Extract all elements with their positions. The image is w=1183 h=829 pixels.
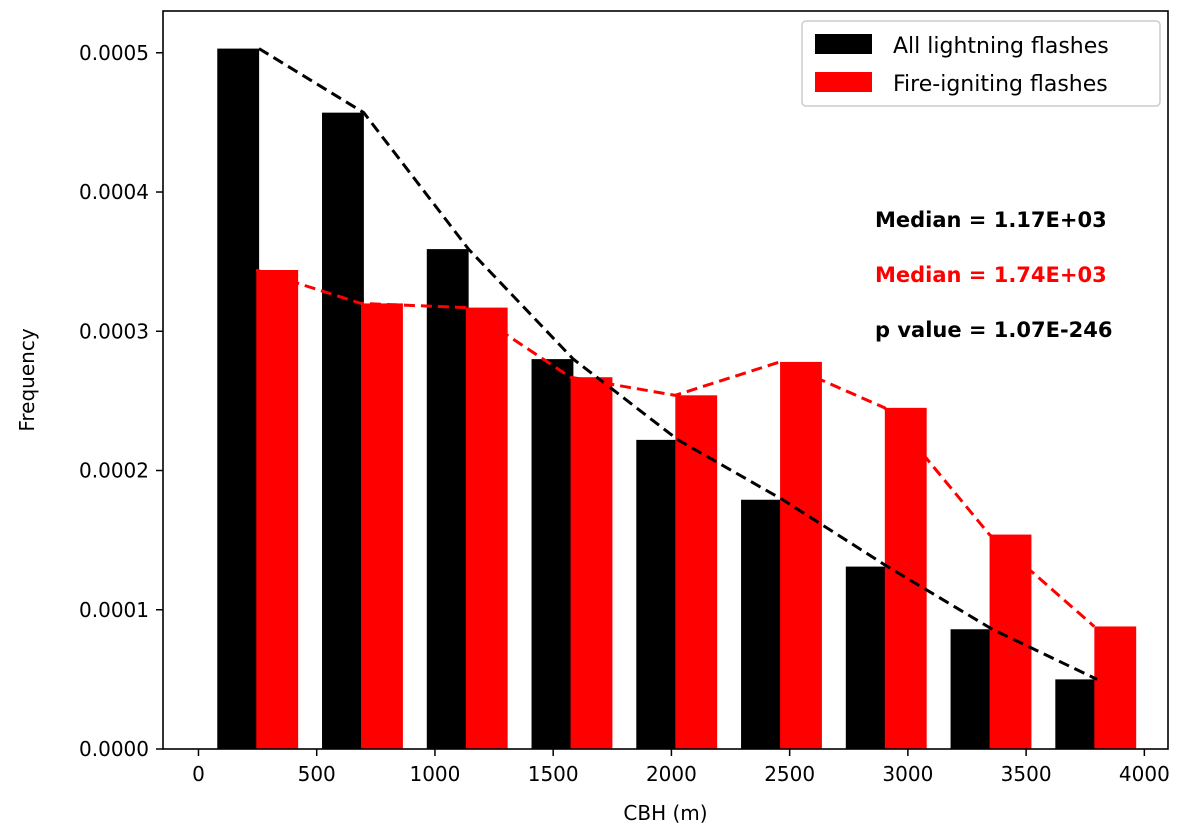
y-tick-label: 0.0002 <box>79 459 149 483</box>
annotation-text: Median = 1.17E+03 <box>875 208 1107 232</box>
trend-lines-layer <box>255 47 1098 681</box>
y-tick-label: 0.0001 <box>79 598 149 622</box>
bar-fire-igniting-6 <box>884 407 927 749</box>
bar-all-flashes-0 <box>217 48 260 749</box>
bar-all-flashes-7 <box>950 629 993 749</box>
annotations: Median = 1.17E+03 Median = 1.74E+03 p valu… <box>875 208 1113 342</box>
x-tick-label: 3000 <box>882 762 933 786</box>
bar-all-flashes-8 <box>1055 679 1098 749</box>
annotation-text: p value = 1.07E-246 <box>875 318 1113 342</box>
bar-all-flashes-3 <box>531 359 574 749</box>
x-tick-label: 500 <box>298 762 336 786</box>
legend-swatch <box>815 34 872 54</box>
x-tick-label: 1500 <box>528 762 579 786</box>
x-axis-ticks: 0 500 1000 1500 2000 2500 3000 3500 4000 <box>192 749 1170 786</box>
bar-all-flashes-4 <box>636 439 679 749</box>
bar-fire-igniting-2 <box>465 307 508 749</box>
bar-all-flashes-1 <box>322 112 364 750</box>
plot-frame <box>162 10 1169 750</box>
bar-fire-igniting-5 <box>780 361 822 749</box>
y-axis-ticks: 0.0000 0.0001 0.0002 0.0003 0.0004 0.0005 <box>79 41 163 761</box>
bar-all-flashes-5 <box>741 499 783 749</box>
bar-fire-igniting-4 <box>675 395 718 749</box>
legend-label: Fire-igniting flashes <box>893 72 1108 97</box>
y-tick-label: 0.0003 <box>79 319 149 343</box>
y-axis-label: Frequency <box>15 328 39 431</box>
bar-fire-igniting-1 <box>361 303 403 749</box>
bar-fire-igniting-8 <box>1094 626 1137 749</box>
y-tick-label: 0.0005 <box>79 41 149 65</box>
trend-line-fire-igniting <box>255 268 1096 628</box>
bar-fire-igniting-0 <box>256 269 299 749</box>
trend-line-all-flashes <box>258 47 1098 681</box>
x-axis-label: CBH (m) <box>623 801 707 825</box>
bar-all-flashes-6 <box>845 566 888 749</box>
bar-all-flashes-2 <box>426 249 469 749</box>
legend-box <box>801 20 1161 107</box>
annotation-text: Median = 1.74E+03 <box>875 263 1107 287</box>
x-tick-label: 2000 <box>646 762 697 786</box>
bars-layer <box>217 48 1137 750</box>
legend-swatch <box>815 72 872 92</box>
x-tick-label: 4000 <box>1119 762 1170 786</box>
x-tick-label: 1000 <box>409 762 460 786</box>
legend-label: All lightning flashes <box>893 34 1109 59</box>
bar-fire-igniting-3 <box>570 377 613 749</box>
x-tick-label: 0 <box>192 762 205 786</box>
legend: All lightning flashes Fire-igniting flash… <box>801 20 1161 107</box>
y-tick-label: 0.0000 <box>79 737 149 761</box>
bar-fire-igniting-7 <box>989 534 1032 749</box>
x-tick-label: 3500 <box>1001 762 1052 786</box>
y-tick-label: 0.0004 <box>79 180 149 204</box>
x-tick-label: 2500 <box>764 762 815 786</box>
